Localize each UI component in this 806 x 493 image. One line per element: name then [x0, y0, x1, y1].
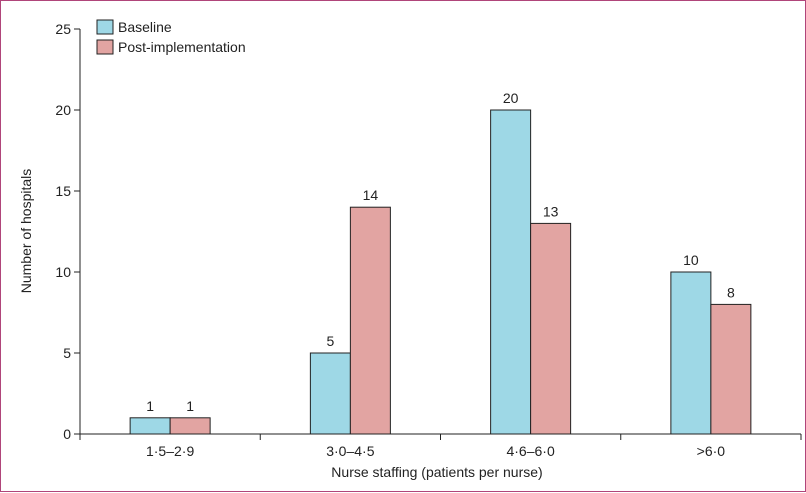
bar-baseline — [129, 417, 171, 435]
data-label-baseline: 20 — [503, 90, 519, 106]
legend: Baseline Post-implementation — [96, 19, 246, 55]
x-tick-label: 4·6–6·0 — [506, 443, 554, 459]
x-tick-label: >6·0 — [697, 443, 726, 459]
bar-baseline — [309, 352, 351, 435]
bar-post-implementation — [530, 222, 572, 435]
bar-baseline — [670, 271, 712, 435]
y-axis-title: Number of hospitals — [18, 169, 34, 294]
plot-area: 0 5 10 15 20 25 1·5–2·9 1 1 3·0–4·5 5 14 4·6–6·0 20 13… — [55, 21, 802, 459]
data-label-baseline: 5 — [326, 333, 334, 349]
bar-post-implementation — [349, 206, 391, 435]
y-tick-label: 0 — [63, 426, 71, 442]
data-label-baseline: 10 — [683, 252, 699, 268]
y-tick-label: 25 — [55, 21, 71, 37]
legend-label-post-implementation: Post-implementation — [118, 39, 246, 55]
bar-baseline — [490, 109, 532, 435]
data-label-post-implementation: 1 — [186, 398, 194, 414]
legend-swatch-baseline — [96, 19, 114, 35]
legend-label-baseline: Baseline — [118, 19, 172, 35]
data-label-post-implementation: 14 — [363, 187, 379, 203]
y-tick-label: 15 — [55, 183, 71, 199]
y-tick-label: 5 — [63, 345, 71, 361]
x-tick-label: 1·5–2·9 — [146, 443, 194, 459]
bar-post-implementation — [169, 417, 211, 435]
x-axis-title: Nurse staffing (patients per nurse) — [331, 464, 542, 480]
data-label-post-implementation: 13 — [543, 203, 559, 219]
data-label-baseline: 1 — [146, 398, 154, 414]
legend-swatch-post-implementation — [96, 39, 114, 55]
bar-post-implementation — [710, 303, 752, 435]
y-tick-label: 10 — [55, 264, 71, 280]
data-label-post-implementation: 8 — [727, 284, 735, 300]
y-tick-label: 20 — [55, 102, 71, 118]
x-tick-label: 3·0–4·5 — [326, 443, 374, 459]
